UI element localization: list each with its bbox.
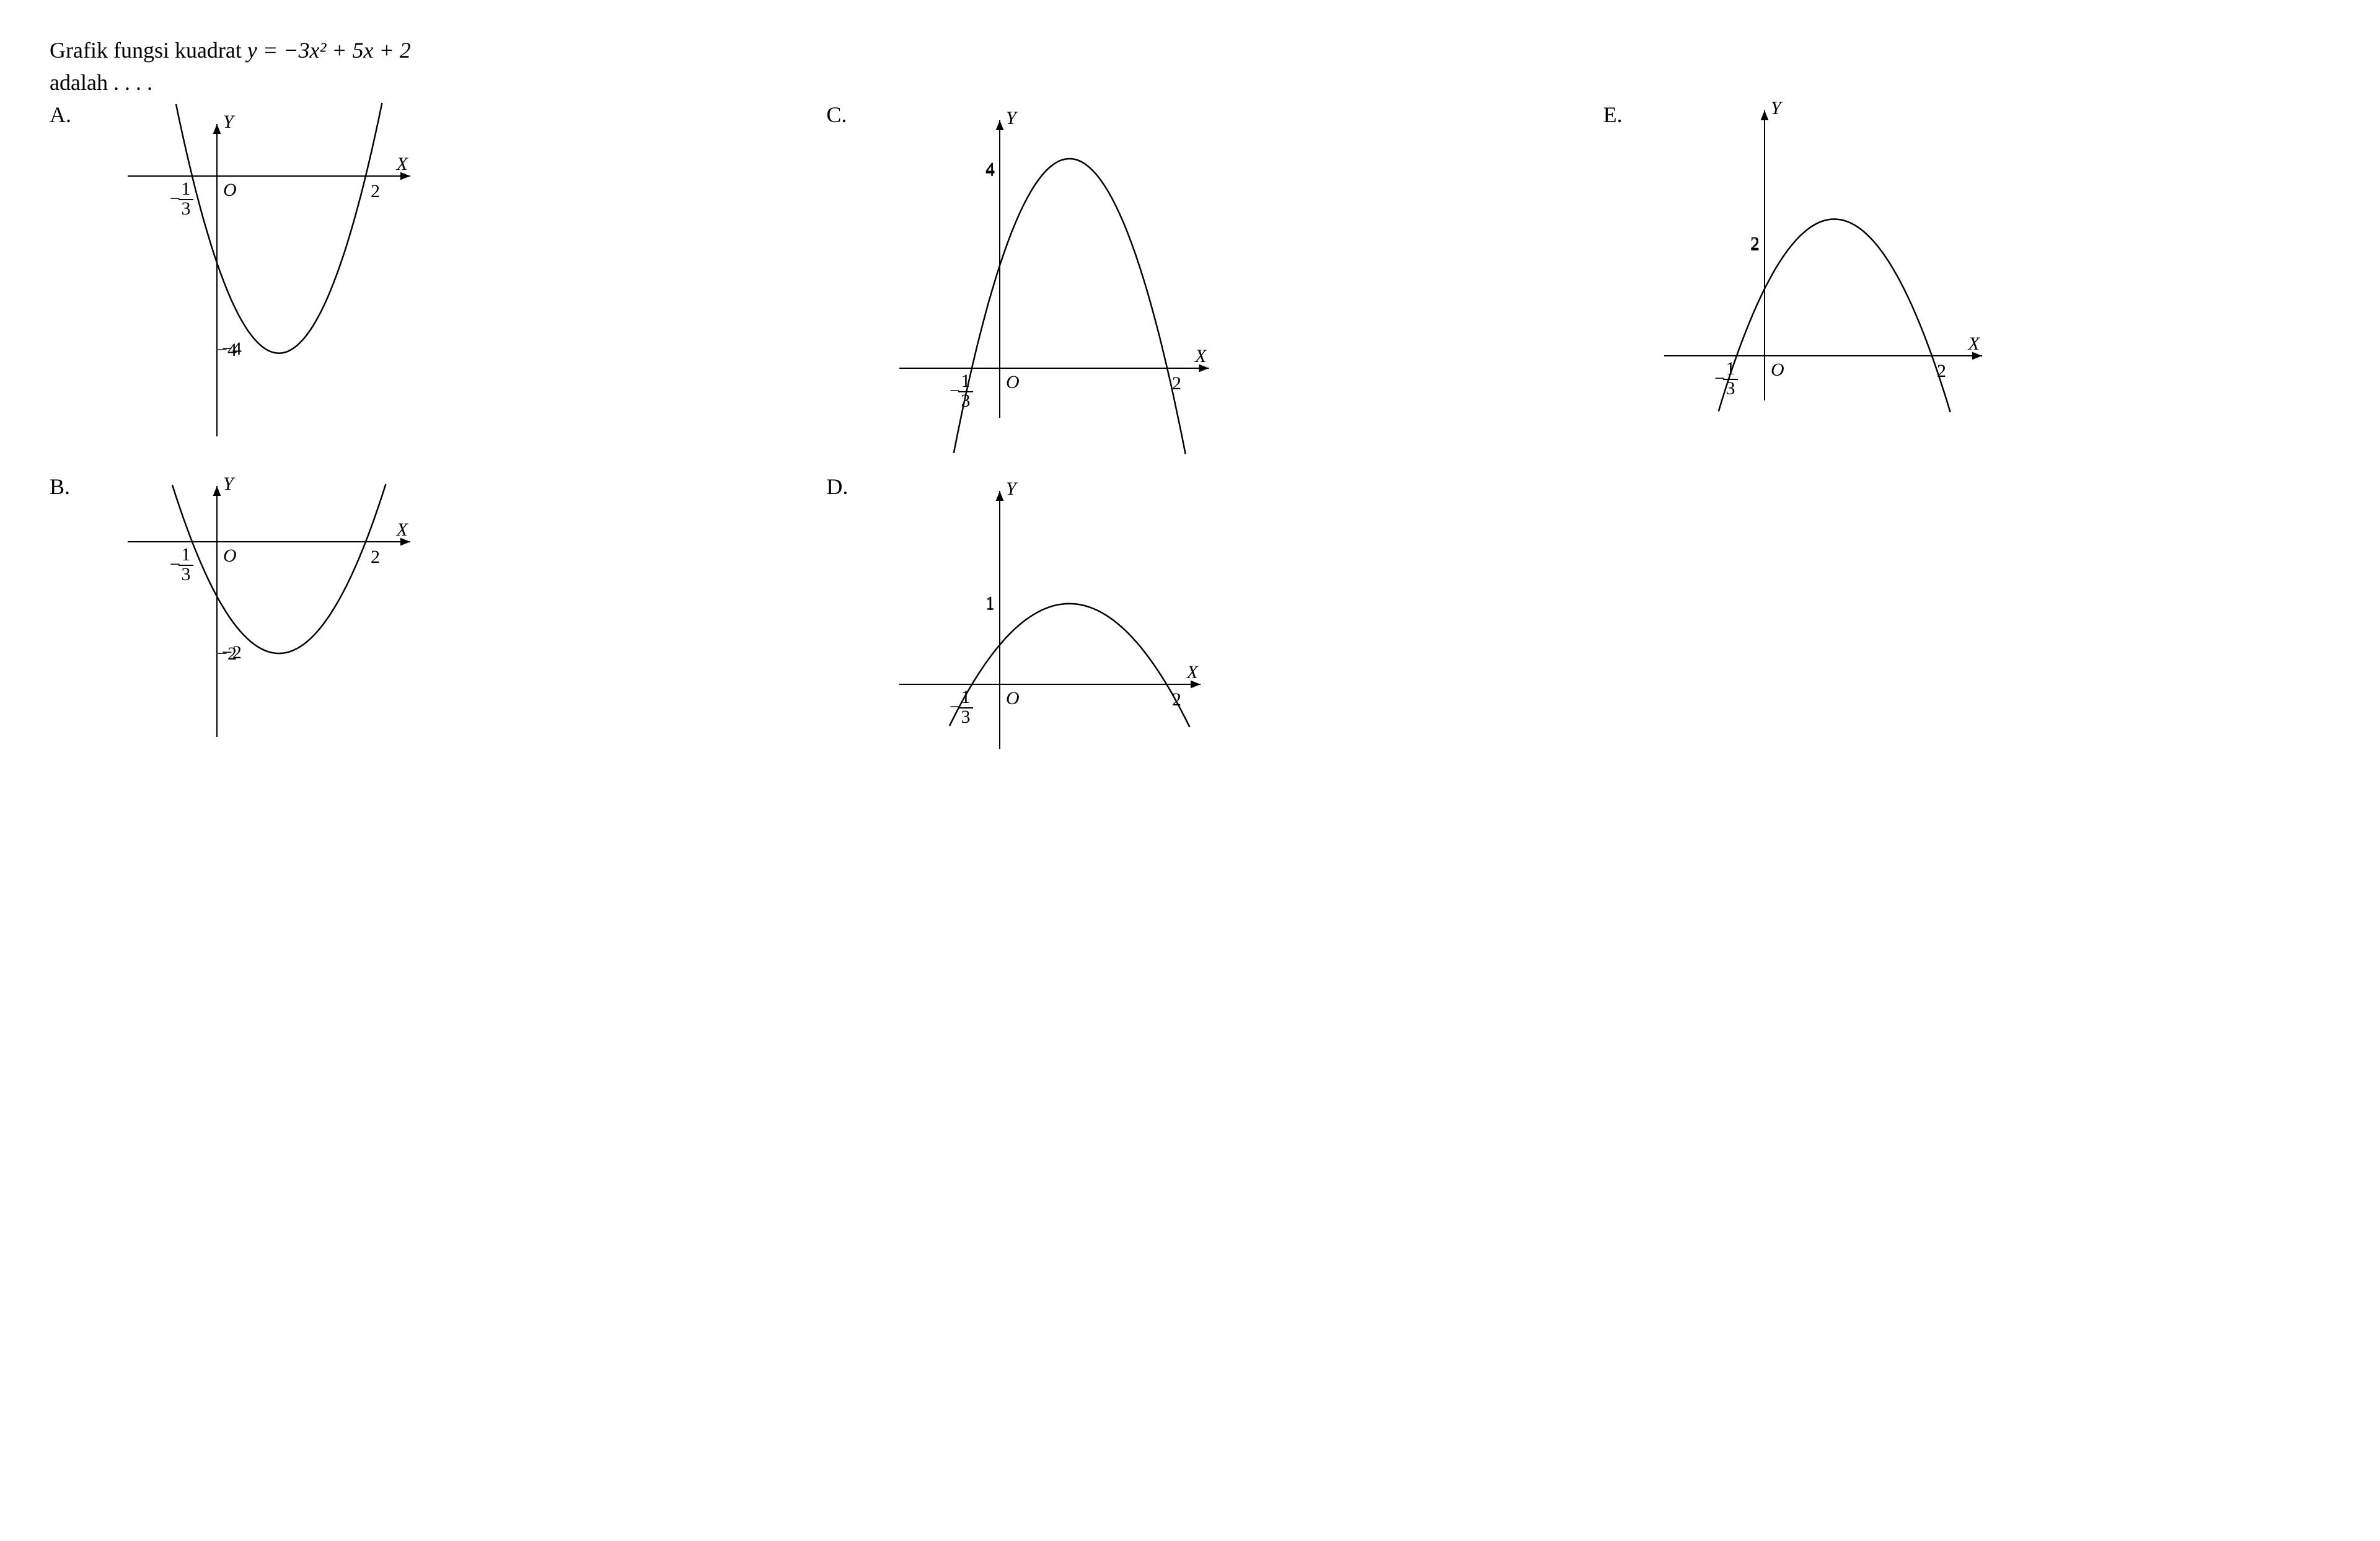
- svg-text:O: O: [1771, 360, 1784, 380]
- svg-text:O: O: [223, 545, 237, 566]
- svg-text:Y: Y: [1006, 479, 1018, 499]
- graph-C: YXO−13244: [863, 102, 1210, 424]
- question-equation: y = −3x² + 5x + 2: [247, 38, 411, 63]
- option-D: D. YXO−13211: [826, 474, 1553, 771]
- graph-D: YXO−13211: [863, 474, 1198, 759]
- question-pre: Grafik fungsi kuadrat: [50, 38, 247, 63]
- svg-text:2: 2: [371, 547, 380, 567]
- question-text: Grafik fungsi kuadrat y = −3x² + 5x + 2: [50, 37, 2330, 63]
- option-A: A. YXO−132−4−4: [50, 102, 777, 449]
- svg-text:3: 3: [961, 707, 971, 727]
- graph-B: YXO−132−2−2: [87, 474, 409, 771]
- svg-text:1: 1: [182, 179, 191, 199]
- svg-text:O: O: [223, 180, 237, 200]
- graph-E: YXO−13222: [1641, 102, 1988, 412]
- option-C-label: C.: [826, 102, 851, 128]
- svg-text:1: 1: [182, 544, 191, 565]
- option-E: E. YXO−13222: [1603, 102, 2330, 449]
- svg-text:−4: −4: [222, 338, 242, 359]
- option-E-label: E.: [1603, 102, 1628, 128]
- svg-text:Y: Y: [223, 112, 236, 132]
- question-line2: adalah . . . .: [50, 69, 2330, 95]
- svg-text:X: X: [1186, 662, 1199, 682]
- svg-text:Y: Y: [1771, 98, 1783, 118]
- option-A-label: A.: [50, 102, 74, 128]
- svg-text:−2: −2: [222, 642, 242, 663]
- options-grid: A. YXO−132−4−4 B. YXO−132−2−2 C. YXO−132…: [50, 102, 2330, 771]
- svg-text:−: −: [950, 381, 960, 401]
- svg-text:2: 2: [1750, 233, 1760, 254]
- svg-text:2: 2: [1937, 361, 1946, 381]
- option-D-label: D.: [826, 474, 851, 500]
- svg-text:3: 3: [182, 198, 191, 219]
- svg-text:2: 2: [371, 181, 380, 201]
- svg-text:−: −: [1714, 368, 1725, 389]
- svg-text:3: 3: [182, 564, 191, 585]
- svg-text:4: 4: [985, 159, 995, 179]
- svg-text:Y: Y: [223, 474, 236, 494]
- option-B: B. YXO−132−2−2: [50, 474, 777, 771]
- svg-text:O: O: [1006, 372, 1020, 392]
- svg-text:2: 2: [1172, 373, 1181, 394]
- svg-text:X: X: [396, 154, 409, 174]
- svg-text:O: O: [1006, 688, 1020, 709]
- svg-text:−: −: [170, 188, 180, 209]
- svg-text:X: X: [1967, 333, 1980, 354]
- option-B-label: B.: [50, 474, 74, 500]
- svg-text:Y: Y: [1006, 108, 1018, 128]
- svg-text:−: −: [170, 554, 180, 575]
- option-C: C. YXO−13244: [826, 102, 1553, 449]
- svg-text:X: X: [396, 519, 409, 540]
- svg-text:X: X: [1195, 346, 1208, 366]
- svg-text:1: 1: [985, 593, 995, 613]
- graph-A: YXO−132−4−4: [87, 102, 409, 449]
